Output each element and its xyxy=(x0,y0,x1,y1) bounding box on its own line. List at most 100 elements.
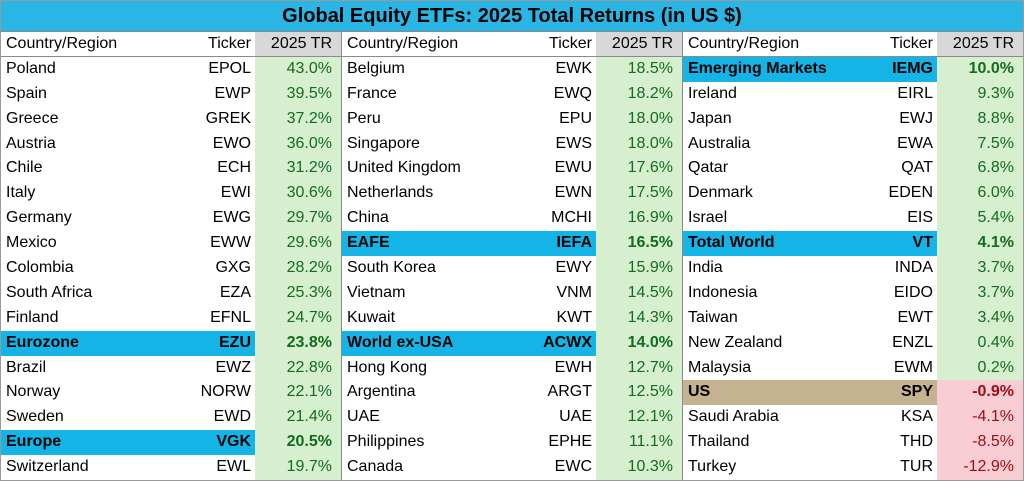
cell-return: 28.2% xyxy=(255,256,341,281)
table-body: Emerging Markets IEMG 10.0% Ireland EIRL 9.3%… xyxy=(683,56,1023,480)
table-row: Argentina ARGT 12.5% xyxy=(342,380,682,406)
cell-ticker: IEMG xyxy=(869,56,937,82)
cell-country: Vietnam xyxy=(347,283,406,301)
cell-ticker: QAT xyxy=(901,159,933,177)
cell-country: Denmark xyxy=(688,184,753,202)
cell-country: Germany xyxy=(6,209,72,227)
table-row: India INDA 3.7% xyxy=(683,256,1023,281)
table-row: US SPY -0.9% xyxy=(683,380,1023,406)
cell-country: South Africa xyxy=(6,283,93,301)
table-panel-left: Country/Region Ticker 2025 TR Poland EPOL… xyxy=(1,32,341,480)
cell-country: Turkey xyxy=(688,458,737,476)
cell-country: Sweden xyxy=(6,408,64,426)
table-row: South Korea EWY 15.9% xyxy=(342,256,682,281)
table-row: Mexico EWW 29.6% xyxy=(1,231,341,257)
cell-ticker: EWH xyxy=(554,358,592,376)
table-row: South Africa EZA 25.3% xyxy=(1,280,341,306)
cell-return: -8.5% xyxy=(937,430,1023,456)
table-row: Saudi Arabia KSA -4.1% xyxy=(683,405,1023,431)
table-row: China MCHI 16.9% xyxy=(342,206,682,232)
table-row: Emerging Markets IEMG 10.0% xyxy=(683,56,1023,82)
cell-ticker: EIRL xyxy=(897,84,933,102)
cell-return: 29.6% xyxy=(255,231,341,257)
cell-return: 6.0% xyxy=(937,181,1023,207)
cell-return: 8.8% xyxy=(937,106,1023,132)
table-row: Brazil EWZ 22.8% xyxy=(1,355,341,381)
cell-country: Qatar xyxy=(688,159,729,177)
cell-return: -4.1% xyxy=(937,405,1023,431)
cell-return: 43.0% xyxy=(255,56,341,82)
cell-return: 5.4% xyxy=(937,206,1023,232)
cell-return: 3.4% xyxy=(937,305,1023,331)
cell-country: US xyxy=(683,380,869,406)
cell-ticker: MCHI xyxy=(551,209,592,227)
table-row: Greece GREK 37.2% xyxy=(1,106,341,132)
header-row: Country/Region Ticker 2025 TR xyxy=(1,32,341,57)
cell-return: 3.7% xyxy=(937,256,1023,281)
cell-country: South Korea xyxy=(347,259,436,277)
cell-ticker: SPY xyxy=(869,380,937,406)
cell-country: Norway xyxy=(6,383,61,401)
table-row: Belgium EWK 18.5% xyxy=(342,56,682,82)
cell-return: 18.0% xyxy=(596,106,682,132)
tables-container: Country/Region Ticker 2025 TR Poland EPOL… xyxy=(1,32,1023,480)
cell-return: 18.2% xyxy=(596,81,682,107)
header-row: Country/Region Ticker 2025 TR xyxy=(342,32,682,57)
cell-ticker: EWQ xyxy=(553,84,592,102)
cell-ticker: EZA xyxy=(219,283,251,301)
cell-country: Brazil xyxy=(6,358,47,376)
table-row: Total World VT 4.1% xyxy=(683,231,1023,257)
cell-ticker: KSA xyxy=(900,408,933,426)
cell-ticker: EWW xyxy=(210,234,251,252)
table-row: Spain EWP 39.5% xyxy=(1,81,341,107)
cell-ticker: ECH xyxy=(217,159,251,177)
cell-country: Philippines xyxy=(347,433,425,451)
cell-ticker: EWU xyxy=(554,159,592,177)
table-row: Switzerland EWL 19.7% xyxy=(1,455,341,480)
cell-ticker: GXG xyxy=(215,259,251,277)
table-row: Colombia GXG 28.2% xyxy=(1,256,341,281)
table-row: Kuwait KWT 14.3% xyxy=(342,305,682,331)
cell-ticker: EFNL xyxy=(210,308,251,326)
table-row: Canada EWC 10.3% xyxy=(342,455,682,480)
cell-ticker: EWJ xyxy=(899,109,933,127)
cell-country: Finland xyxy=(6,308,59,326)
column-header-country: Country/Region xyxy=(6,35,118,52)
cell-country: France xyxy=(347,84,397,102)
cell-return: 36.0% xyxy=(255,131,341,157)
cell-return: 10.0% xyxy=(937,56,1023,82)
table-row: Turkey TUR -12.9% xyxy=(683,455,1023,480)
table-body: Belgium EWK 18.5% France EWQ 18.2% Peru EPU 18.0… xyxy=(342,56,682,480)
cell-ticker: EWZ xyxy=(215,358,251,376)
table-row: Philippines EPHE 11.1% xyxy=(342,430,682,456)
table-row: Indonesia EIDO 3.7% xyxy=(683,280,1023,306)
cell-return: 14.3% xyxy=(596,305,682,331)
cell-ticker: UAE xyxy=(559,408,592,426)
cell-country: Argentina xyxy=(347,383,416,401)
cell-ticker: EWC xyxy=(554,458,592,476)
cell-return: 15.9% xyxy=(596,256,682,281)
table-panel-right: Country/Region Ticker 2025 TR Emerging M… xyxy=(682,32,1023,480)
cell-ticker: EWG xyxy=(212,209,251,227)
cell-return: 31.2% xyxy=(255,156,341,182)
cell-country: Switzerland xyxy=(6,458,89,476)
cell-ticker: EZU xyxy=(187,330,255,356)
cell-country: Austria xyxy=(6,134,56,152)
cell-country: Netherlands xyxy=(347,184,434,202)
cell-return: 19.7% xyxy=(255,455,341,480)
cell-country: Peru xyxy=(347,109,381,127)
table-row: France EWQ 18.2% xyxy=(342,81,682,107)
table-row: World ex-USA ACWX 14.0% xyxy=(342,330,682,356)
table-row: United Kingdom EWU 17.6% xyxy=(342,156,682,182)
table-row: Taiwan EWT 3.4% xyxy=(683,305,1023,331)
cell-ticker: EPHE xyxy=(548,433,592,451)
cell-return: 3.7% xyxy=(937,280,1023,306)
cell-return: 11.1% xyxy=(596,430,682,456)
cell-return: 12.7% xyxy=(596,355,682,381)
cell-ticker: EWI xyxy=(220,184,251,202)
table-row: Netherlands EWN 17.5% xyxy=(342,181,682,207)
cell-country: Canada xyxy=(347,458,404,476)
cell-country: Chile xyxy=(6,159,43,177)
column-header-ticker: Ticker xyxy=(549,35,592,52)
